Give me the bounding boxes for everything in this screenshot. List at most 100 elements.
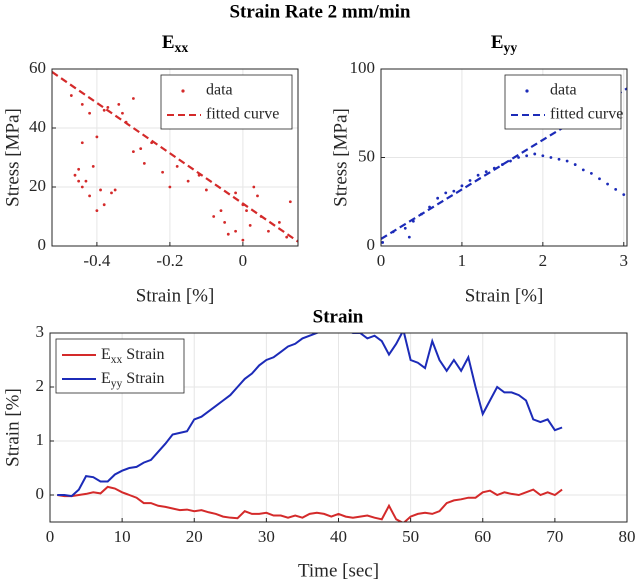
subplot-title-sub: yy [504,40,518,55]
data-point [436,196,440,200]
data-point [80,141,84,145]
suptitle: Strain Rate 2 mm/min [229,1,410,22]
data-point [541,154,545,158]
data-point [598,177,601,181]
data-point [121,111,124,115]
x-tick-label: 2 [539,251,548,270]
data-point [381,241,385,244]
data-point [288,200,292,204]
data-point [589,172,593,175]
legend-label-base: E [101,346,111,363]
fitted-line [52,71,298,243]
data-point [581,168,585,172]
subplot-title: Strain [313,306,364,327]
legend-marker [525,89,529,93]
data-point [95,209,99,213]
data-point [186,179,190,183]
y-tick-label: 2 [36,376,45,395]
data-point [80,185,84,189]
subplot-title: Eyy [491,32,518,55]
data-point [110,191,113,195]
data-point [88,194,91,198]
data-point [161,170,164,174]
x-tick-label: 10 [114,527,131,546]
legend-box [160,74,293,130]
data-point [102,108,106,112]
data-point [212,215,216,218]
x-tick-label: 0 [239,251,248,270]
subplot-title-sub: xx [175,40,189,55]
x-tick-label: 50 [402,527,419,546]
x-tick-label: 20 [186,527,203,546]
data-point [88,111,91,115]
fitted-line [381,87,627,240]
data-point [142,162,146,165]
data-point [234,191,237,195]
data-point [226,232,230,236]
data-point [131,150,135,154]
data-point [175,164,179,168]
x-axis-label: Strain [%] [136,285,215,306]
data-point [69,94,73,97]
legend-label-rest: Strain [122,346,164,363]
y-tick-label: 0 [367,235,376,254]
legend-label: fitted curve [550,106,623,123]
data-point [117,103,121,106]
y-axis-label: Strain [%] [2,388,23,467]
marks [52,71,298,243]
data-point [204,188,208,192]
y-tick-label: 50 [358,146,375,165]
data-point [549,156,553,159]
x-tick-label: -0.4 [83,251,110,270]
data-point [99,188,102,192]
data-point [219,209,223,213]
x-tick-label: 40 [330,527,347,546]
data-point [84,179,88,183]
x-tick-label: 1 [458,251,467,270]
legend-label: data [550,82,577,99]
data-point [131,97,135,100]
subplot-title: Exx [162,32,189,55]
data-point [252,185,256,189]
series-line [57,485,563,522]
y-tick-label: 60 [29,58,46,77]
data-point [248,223,252,227]
data-point [565,159,569,163]
data-point [460,184,464,188]
subplot: 0 1 2 3 0 50 100 Eyy Strain [%] Stress [MPa] data f… [330,32,628,306]
y-tick-label: 40 [29,117,46,136]
legend: data fitted curve [504,74,623,130]
data-point [102,203,106,207]
data-point [168,185,172,189]
subplot: -0.4 -0.2 0 0 20 40 60 Exx Strain [%] Stress [MPa… [2,32,299,306]
axes-frame [49,332,628,523]
y-tick-label: 1 [36,430,45,449]
data-point [234,229,237,233]
y-axis-label: Stress [MPa] [330,108,351,207]
data-point [95,135,99,139]
data-point [73,173,77,177]
series-line [57,333,563,498]
y-tick-label: 100 [350,58,376,77]
x-tick-label: 60 [474,527,491,546]
marks [57,333,563,522]
legend-label: fitted curve [206,106,279,123]
data-point [241,238,245,242]
x-tick-label: 70 [546,527,563,546]
y-tick-label: 0 [38,235,47,254]
marks [381,87,627,244]
data-point [614,187,618,191]
x-axis-label: Strain [%] [465,285,544,306]
data-point [77,179,81,183]
y-tick-label: 20 [29,176,46,195]
legend-label-rest: Strain [122,370,164,387]
data-point [77,167,81,171]
data-point [277,221,281,224]
subplot-title-base: E [491,32,504,53]
x-axis-label: Time [sec] [298,560,379,581]
legend-label: Exx Strain [101,346,165,366]
x-tick-label: -0.2 [156,251,183,270]
data-point [256,194,259,198]
